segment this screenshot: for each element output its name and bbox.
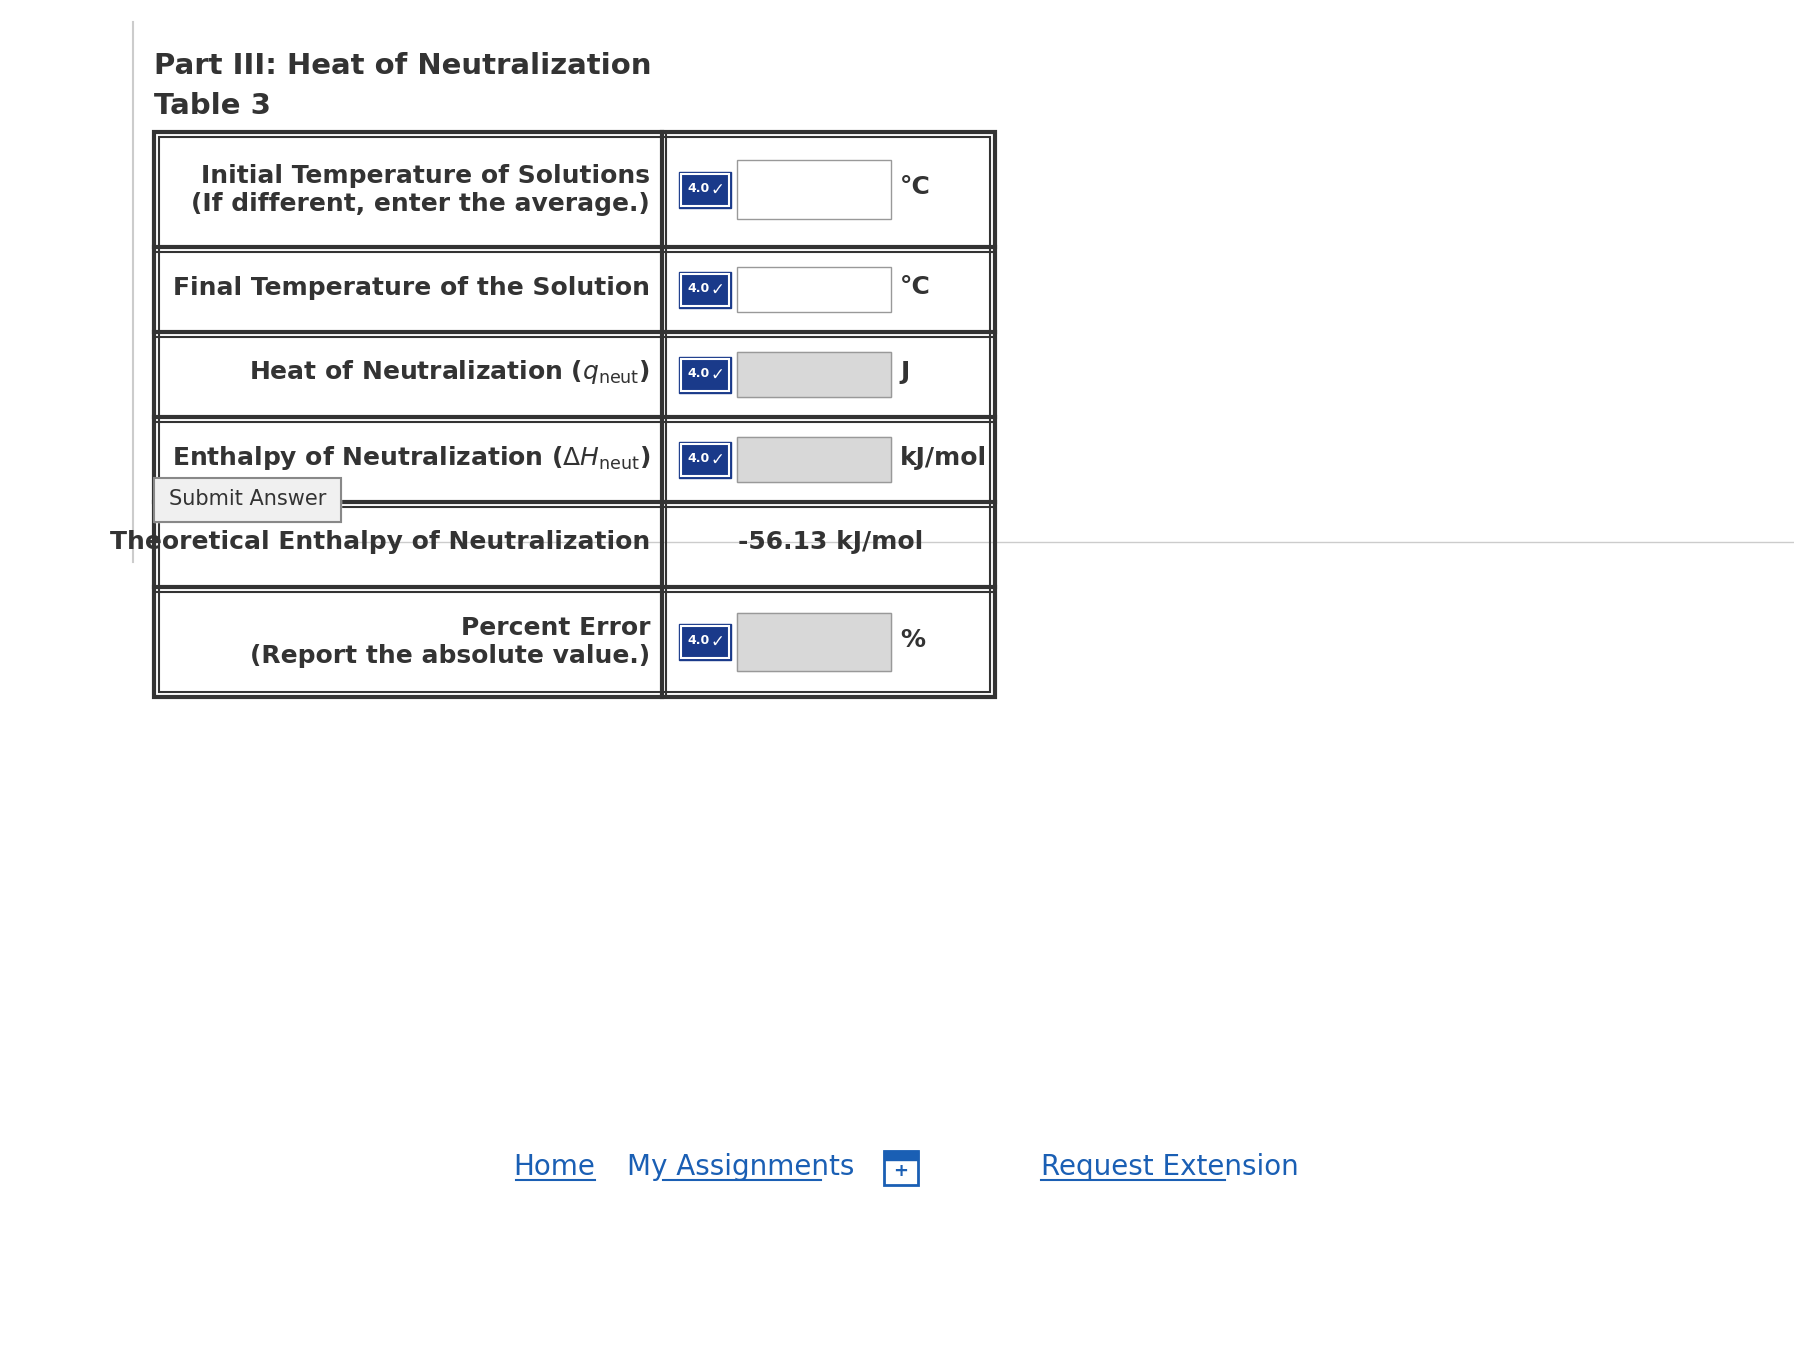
Text: Final Temperature of the Solution: Final Temperature of the Solution	[172, 275, 649, 300]
Bar	[737, 159, 890, 219]
Bar	[737, 159, 890, 219]
Bar	[678, 172, 730, 207]
Bar	[680, 444, 728, 475]
Text: Part III: Heat of Neutralization: Part III: Heat of Neutralization	[154, 52, 651, 80]
Bar	[737, 353, 890, 396]
Text: ✓: ✓	[710, 181, 725, 199]
Bar	[680, 173, 728, 206]
Text: Theoretical Enthalpy of Neutralization: Theoretical Enthalpy of Neutralization	[109, 531, 649, 554]
Text: %: %	[901, 628, 926, 652]
Text: kJ/mol: kJ/mol	[901, 445, 987, 470]
Text: ✓: ✓	[710, 365, 725, 384]
Text: 4.0: 4.0	[687, 183, 710, 195]
Text: ✓: ✓	[710, 451, 725, 469]
Text: 4.0: 4.0	[687, 282, 710, 296]
Bar	[667, 418, 996, 501]
Bar	[680, 627, 728, 658]
Bar	[678, 271, 730, 308]
Text: Home: Home	[513, 1154, 596, 1181]
Bar	[884, 1151, 919, 1185]
Bar	[737, 267, 890, 312]
Bar	[737, 267, 890, 312]
Bar	[667, 588, 996, 696]
Text: -56.13 kJ/mol: -56.13 kJ/mol	[737, 531, 924, 554]
Bar	[678, 624, 730, 661]
Text: °C: °C	[901, 176, 931, 199]
Bar	[667, 332, 996, 415]
Bar	[737, 613, 890, 670]
Text: 4.0: 4.0	[687, 366, 710, 380]
Text: J: J	[901, 361, 910, 384]
Bar	[154, 418, 662, 501]
Bar	[154, 478, 341, 522]
Text: ✓: ✓	[710, 633, 725, 651]
Bar	[680, 274, 728, 305]
Bar	[667, 248, 996, 331]
Text: Request Extension: Request Extension	[1041, 1154, 1299, 1181]
Text: Submit Answer: Submit Answer	[169, 489, 327, 509]
Text: Table 3: Table 3	[154, 93, 271, 120]
Bar	[154, 588, 662, 696]
Text: My Assignments: My Assignments	[628, 1154, 854, 1181]
Bar	[154, 478, 341, 522]
Bar	[737, 353, 890, 396]
Text: (If different, enter the average.): (If different, enter the average.)	[192, 192, 649, 215]
Bar	[154, 133, 662, 247]
Text: +: +	[893, 1162, 908, 1179]
Text: 4.0: 4.0	[687, 635, 710, 647]
Bar	[737, 437, 890, 482]
Bar	[680, 358, 728, 391]
Bar	[154, 248, 662, 331]
Bar	[737, 613, 890, 670]
Text: °C: °C	[901, 275, 931, 300]
Text: ✓: ✓	[710, 281, 725, 298]
Bar	[884, 1151, 919, 1160]
Text: Heat of Neutralization ($\mathit{q}_\mathrm{neut}$): Heat of Neutralization ($\mathit{q}_\mat…	[249, 358, 649, 387]
Bar	[154, 503, 662, 586]
Bar	[678, 357, 730, 392]
Bar	[154, 332, 662, 415]
Text: 4.0: 4.0	[687, 452, 710, 464]
Text: (Report the absolute value.): (Report the absolute value.)	[249, 644, 649, 667]
Text: Initial Temperature of Solutions: Initial Temperature of Solutions	[201, 163, 649, 188]
Bar	[154, 132, 996, 697]
Bar	[158, 138, 990, 692]
Bar	[667, 503, 996, 586]
Text: Enthalpy of Neutralization ($\Delta\mathit{H}_\mathrm{neut}$): Enthalpy of Neutralization ($\Delta\math…	[172, 444, 649, 471]
Bar	[737, 437, 890, 482]
Bar	[678, 441, 730, 478]
Bar	[667, 133, 996, 247]
Text: Percent Error: Percent Error	[461, 616, 649, 640]
